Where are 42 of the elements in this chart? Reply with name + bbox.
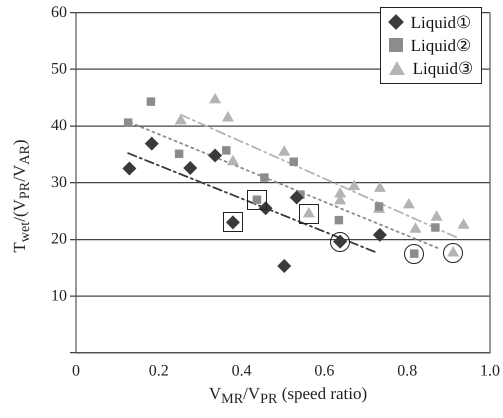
point bbox=[290, 190, 304, 204]
x-tick-label: 1.0 bbox=[480, 362, 500, 380]
point bbox=[260, 173, 269, 182]
y-tick-label: 10 bbox=[51, 287, 67, 304]
point bbox=[374, 181, 386, 192]
point bbox=[146, 97, 156, 106]
point bbox=[457, 218, 470, 229]
point bbox=[334, 216, 344, 224]
point bbox=[290, 157, 298, 166]
point bbox=[278, 145, 290, 156]
point bbox=[226, 154, 239, 166]
point bbox=[430, 210, 443, 221]
y-tick-label: 60 bbox=[51, 4, 67, 21]
legend-label: Liquid② bbox=[410, 34, 471, 56]
point bbox=[174, 114, 187, 124]
y-tick-label: 20 bbox=[51, 230, 67, 248]
y-tick-label: 30 bbox=[51, 174, 67, 191]
x-tick-label: 0.4 bbox=[232, 362, 252, 380]
y-tick-label: 50 bbox=[51, 60, 67, 78]
point bbox=[222, 146, 231, 155]
point bbox=[277, 259, 292, 274]
point bbox=[144, 136, 159, 151]
point bbox=[431, 223, 440, 232]
point bbox=[348, 180, 360, 190]
x-tick-label: 0.6 bbox=[314, 362, 334, 380]
x-axis-title: V$_{MR}$/V$_{PR}$ (speed ratio) bbox=[208, 384, 368, 408]
point bbox=[124, 118, 132, 127]
point bbox=[402, 198, 415, 208]
legend-label: Liquid③ bbox=[412, 58, 473, 79]
point bbox=[222, 111, 234, 122]
point bbox=[209, 92, 222, 104]
point bbox=[372, 228, 387, 242]
x-tick-label: 0.8 bbox=[397, 362, 418, 380]
point bbox=[183, 160, 198, 175]
x-tick-label: 0.2 bbox=[148, 362, 169, 380]
y-tick-label: 40 bbox=[51, 117, 67, 134]
legend-label: Liquid① bbox=[410, 12, 471, 33]
point bbox=[174, 150, 184, 158]
point bbox=[208, 148, 222, 162]
point bbox=[122, 162, 136, 176]
point bbox=[409, 222, 422, 233]
x-tick-label: 0 bbox=[72, 362, 80, 380]
